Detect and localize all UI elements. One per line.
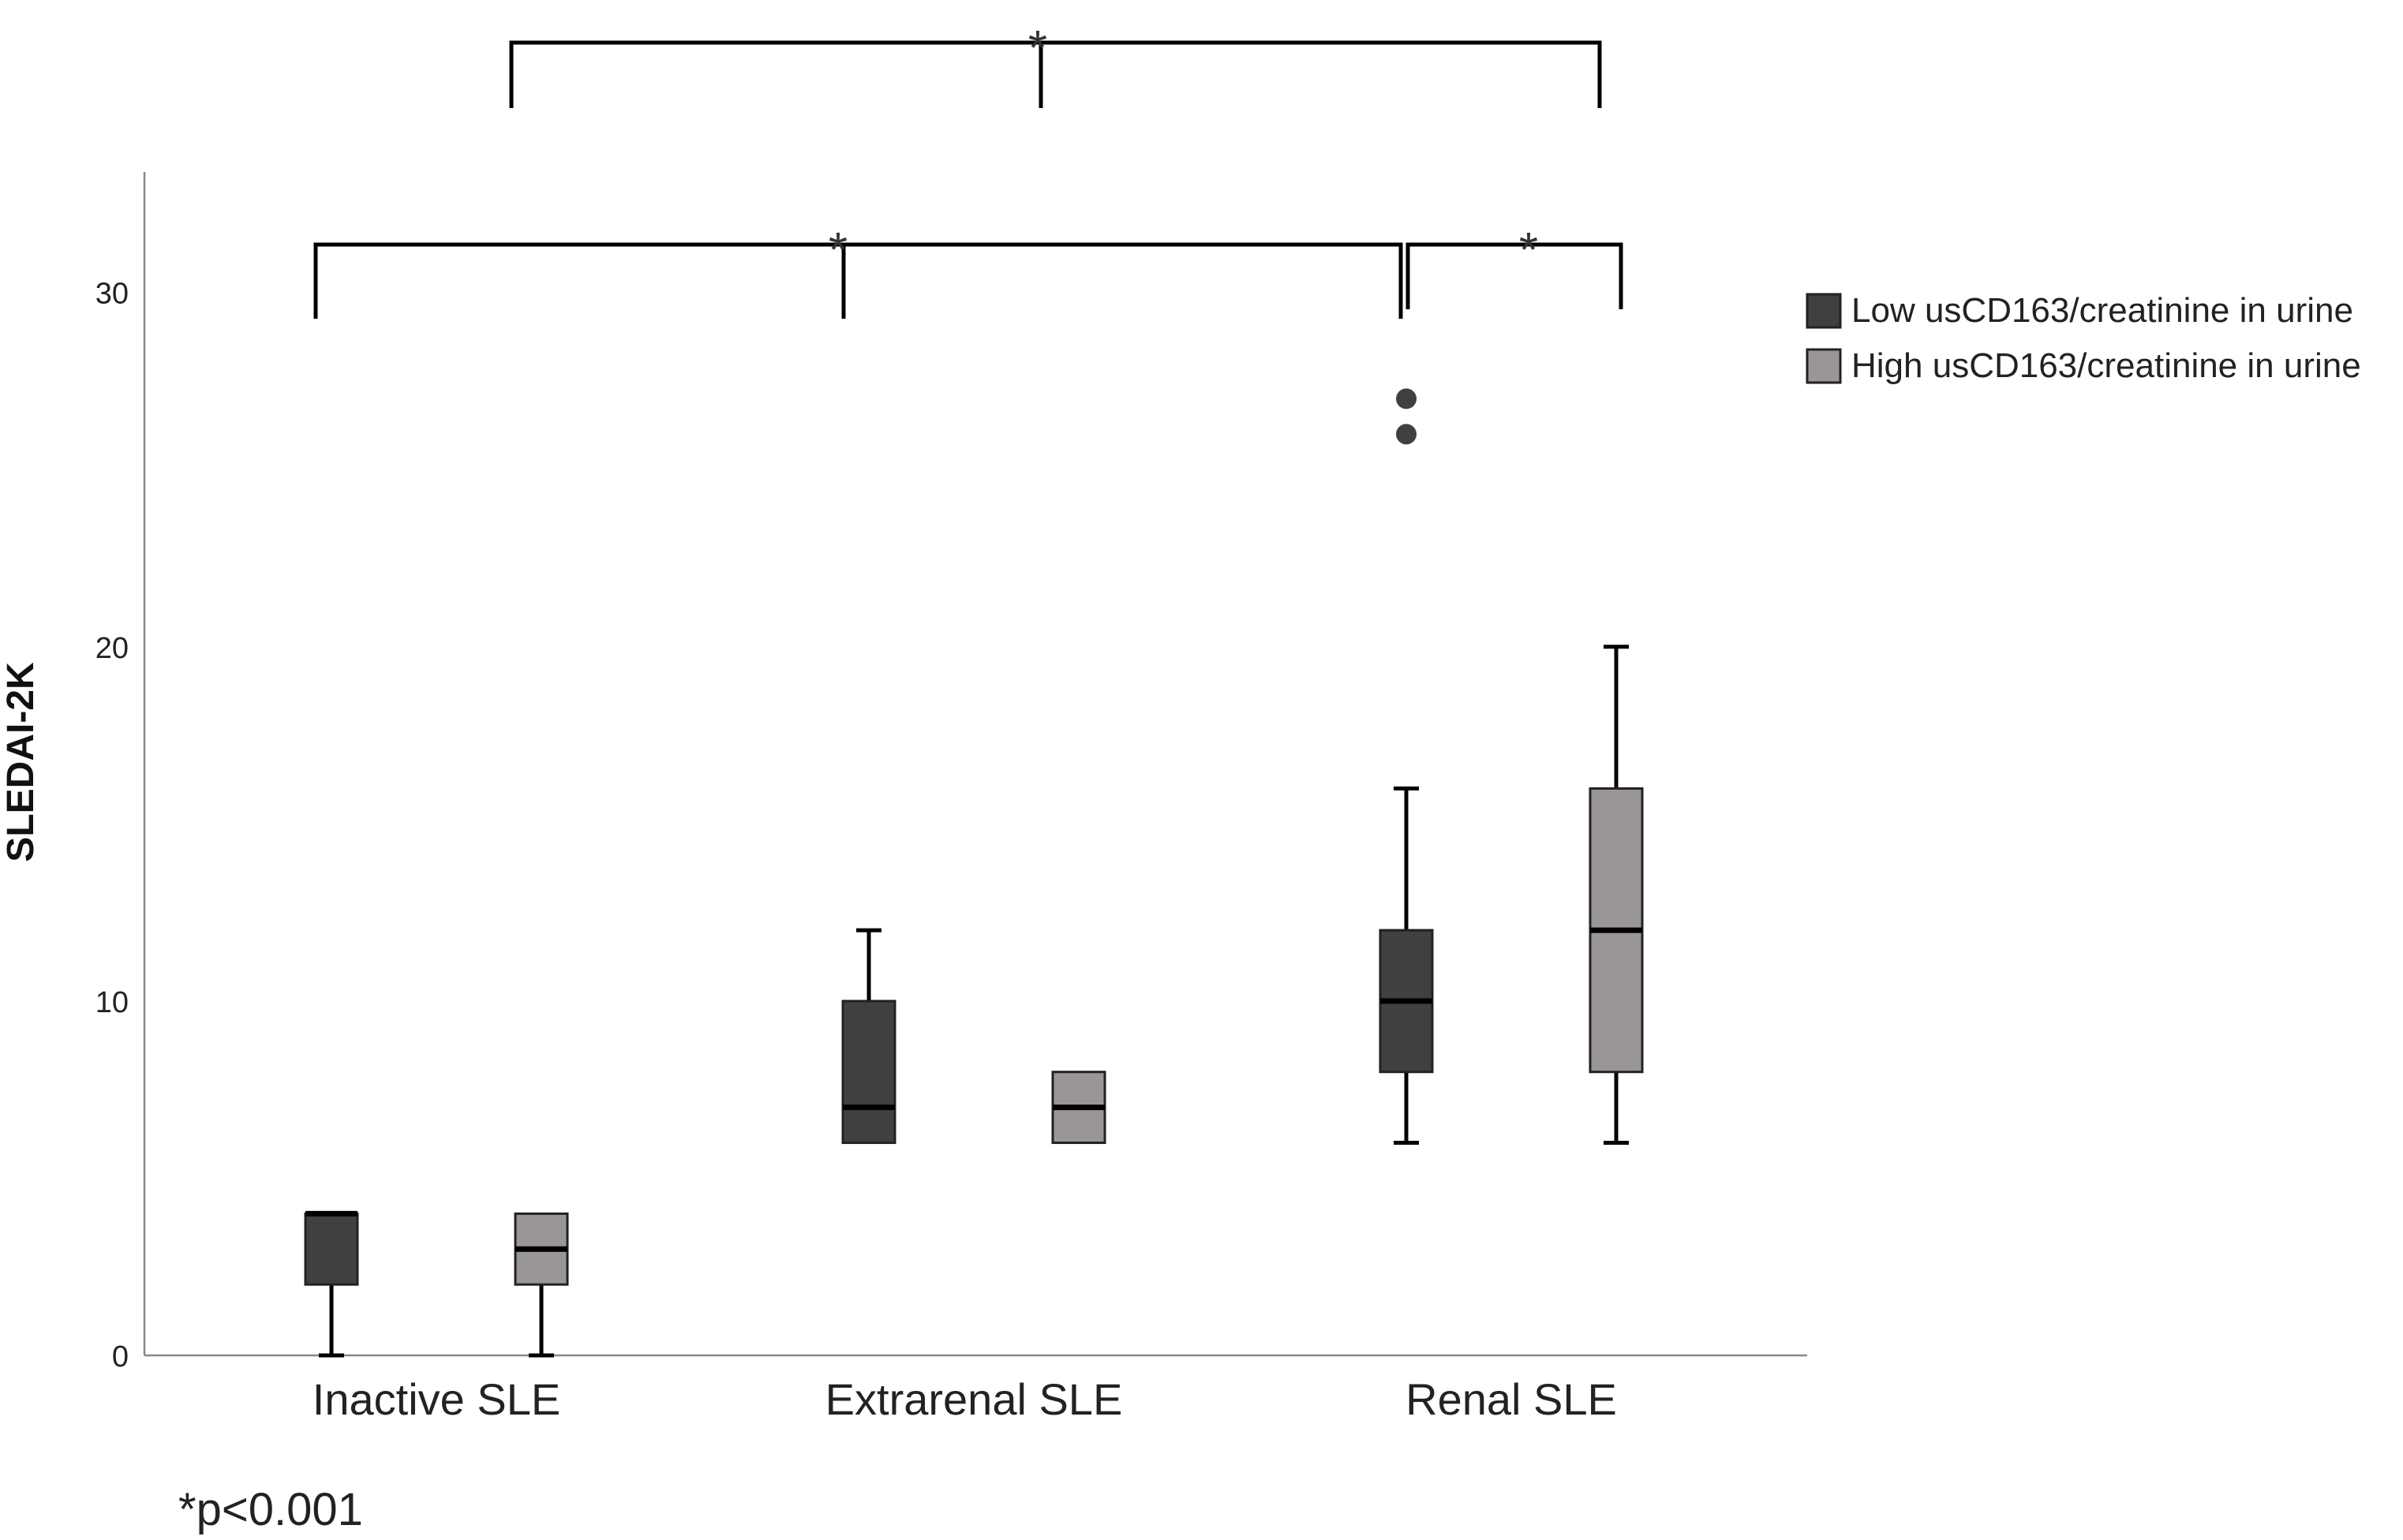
legend-item: Low usCD163/creatinine in urine — [1806, 291, 2353, 330]
box-series — [304, 388, 1644, 1358]
outlier-point — [1396, 424, 1417, 445]
box-group — [304, 1210, 359, 1358]
box-group — [1051, 1071, 1106, 1145]
significance-brackets: * * * — [313, 21, 1623, 319]
y-tick-label: 0 — [112, 1340, 129, 1374]
bracket-line — [1405, 242, 1623, 309]
box-group — [841, 928, 896, 1145]
x-category-label: Renal SLE — [1405, 1374, 1617, 1424]
y-tick-label: 20 — [95, 632, 129, 665]
x-category-labels: Inactive SLE Extrarenal SLE Renal SLE — [313, 1374, 1617, 1424]
box-group — [514, 1212, 569, 1358]
y-tick-label: 30 — [95, 278, 129, 311]
significance-star: * — [829, 223, 848, 278]
box-group — [1589, 645, 1644, 1146]
legend: Low usCD163/creatinine in urine High usCD… — [1806, 291, 2361, 385]
legend-swatch — [1806, 348, 1842, 384]
y-axis-title: SLEDAI-2K — [0, 662, 42, 862]
y-tick-labels: 0 10 20 30 — [95, 278, 129, 1374]
significance-bracket: * — [1405, 223, 1623, 309]
outlier-point — [1396, 388, 1417, 409]
bracket-line — [313, 242, 1403, 319]
legend-label: High usCD163/creatinine in urine — [1851, 346, 2361, 385]
x-category-label: Extrarenal SLE — [825, 1374, 1123, 1424]
significance-star: * — [1519, 223, 1538, 278]
box-group — [1379, 388, 1434, 1146]
legend-item: High usCD163/creatinine in urine — [1806, 346, 2361, 385]
box-iqr — [304, 1212, 359, 1286]
axes — [143, 172, 1807, 1357]
footnote: *p<0.001 — [178, 1484, 363, 1535]
y-tick-label: 10 — [95, 986, 129, 1019]
significance-bracket: * — [313, 223, 1403, 319]
legend-swatch — [1806, 293, 1842, 329]
x-category-label: Inactive SLE — [313, 1374, 560, 1424]
box-iqr — [841, 1000, 896, 1145]
significance-star: * — [1028, 21, 1047, 76]
legend-label: Low usCD163/creatinine in urine — [1851, 291, 2353, 330]
bracket-line — [509, 40, 1602, 108]
significance-bracket: * — [509, 21, 1602, 108]
